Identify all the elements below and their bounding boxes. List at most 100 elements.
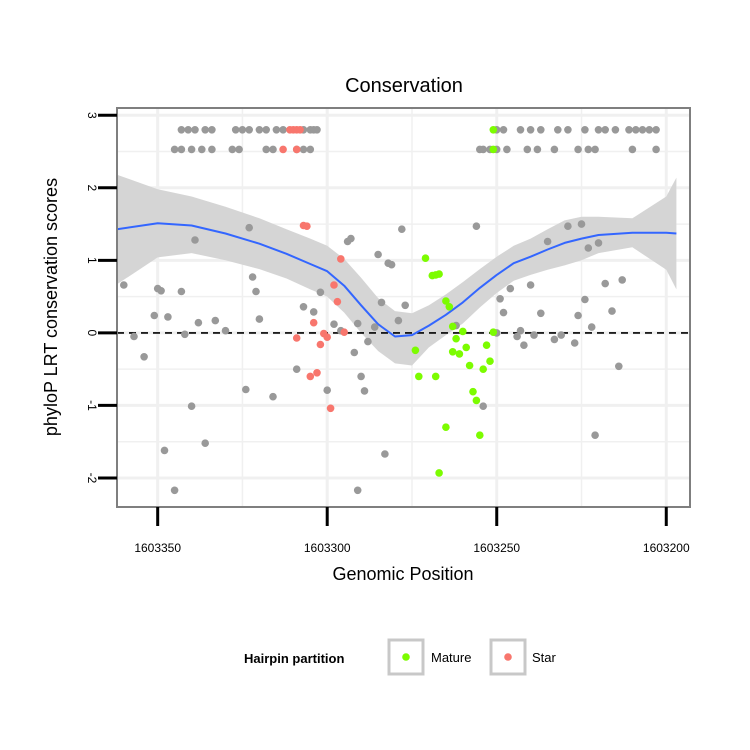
data-point-other bbox=[245, 126, 253, 134]
data-point-other bbox=[381, 450, 389, 458]
data-point-mature bbox=[455, 350, 464, 358]
data-point-other bbox=[177, 287, 186, 296]
data-point-other bbox=[611, 126, 620, 134]
legend-item-mature: Mature bbox=[387, 638, 471, 676]
x-tick-label: 1603250 bbox=[473, 541, 520, 555]
data-point-other bbox=[262, 145, 271, 154]
data-point-mature bbox=[435, 270, 443, 278]
y-tick-label: 1 bbox=[85, 257, 99, 264]
data-point-other bbox=[357, 372, 365, 381]
data-point-other bbox=[269, 145, 277, 154]
data-point-other bbox=[557, 331, 565, 339]
data-point-other bbox=[292, 365, 301, 374]
data-point-other bbox=[306, 145, 315, 154]
data-point-other bbox=[198, 145, 206, 154]
data-point-other bbox=[645, 126, 654, 134]
legend-label-mature: Mature bbox=[431, 650, 471, 665]
legend: Hairpin partition Mature Star bbox=[244, 638, 557, 676]
y-tick-label: -1 bbox=[85, 400, 99, 411]
data-point-other bbox=[330, 320, 338, 329]
data-point-other bbox=[120, 281, 128, 289]
data-point-other bbox=[574, 311, 582, 320]
data-point-star bbox=[279, 145, 287, 154]
data-point-other bbox=[496, 295, 504, 303]
data-point-other bbox=[479, 402, 488, 411]
y-tick-label: 3 bbox=[85, 112, 99, 119]
data-point-other bbox=[248, 273, 257, 281]
data-point-other bbox=[309, 308, 318, 316]
data-point-mature bbox=[431, 372, 440, 381]
data-point-other bbox=[208, 145, 216, 154]
data-point-other bbox=[242, 385, 250, 394]
data-point-mature bbox=[452, 334, 460, 343]
data-point-other bbox=[201, 439, 209, 448]
data-point-mature bbox=[486, 357, 494, 366]
data-point-other bbox=[323, 386, 332, 395]
legend-item-star: Star bbox=[489, 638, 557, 676]
data-point-mature bbox=[421, 254, 430, 262]
y-tick-label: -2 bbox=[85, 473, 99, 484]
data-point-other bbox=[360, 387, 369, 395]
y-axis: -2 -1 0 1 2 3 bbox=[85, 112, 117, 484]
smooth-line-layer bbox=[116, 222, 677, 338]
data-point-mature bbox=[442, 297, 450, 305]
x-axis: 1603350 1603300 1603250 1603200 bbox=[134, 507, 690, 555]
data-point-other bbox=[187, 145, 196, 154]
data-point-other bbox=[262, 126, 271, 134]
data-point-other bbox=[394, 316, 403, 325]
y-tick-label: 2 bbox=[85, 184, 99, 191]
x-tick-label: 1603200 bbox=[643, 541, 690, 555]
data-point-star bbox=[309, 318, 318, 327]
data-point-other bbox=[201, 126, 209, 134]
data-point-star bbox=[330, 281, 338, 289]
x-tick-label: 1603300 bbox=[304, 541, 351, 555]
data-point-other bbox=[221, 326, 230, 335]
data-point-other bbox=[157, 287, 165, 295]
legend-title: Hairpin partition bbox=[244, 651, 344, 666]
data-point-mature bbox=[489, 145, 498, 154]
data-point-other bbox=[279, 126, 287, 134]
data-point-mature bbox=[445, 303, 454, 311]
data-point-other bbox=[170, 145, 179, 154]
data-point-other bbox=[211, 316, 220, 325]
data-point-other bbox=[513, 332, 521, 341]
points-layer bbox=[120, 126, 660, 495]
data-point-other bbox=[526, 281, 535, 289]
data-point-other bbox=[208, 126, 216, 134]
data-point-other bbox=[235, 145, 243, 154]
data-point-other bbox=[353, 319, 362, 328]
data-point-other bbox=[353, 486, 362, 495]
data-point-other bbox=[472, 222, 481, 230]
data-point-other bbox=[255, 126, 264, 134]
data-point-other bbox=[269, 392, 277, 401]
data-point-other bbox=[526, 126, 535, 134]
plot-border bbox=[116, 107, 691, 508]
data-point-other bbox=[506, 284, 515, 293]
legend-marker-mature bbox=[402, 653, 410, 661]
data-point-other bbox=[574, 145, 582, 154]
data-point-other bbox=[479, 145, 488, 154]
data-point-star bbox=[326, 404, 335, 413]
data-point-other bbox=[347, 234, 355, 243]
data-point-mature bbox=[442, 423, 450, 432]
data-point-other bbox=[584, 244, 593, 252]
data-point-other bbox=[370, 323, 379, 331]
confidence-band bbox=[117, 174, 677, 366]
y-axis-title: phyloP LRT conservation scores bbox=[41, 178, 61, 436]
data-point-star bbox=[292, 145, 301, 154]
data-point-other bbox=[499, 308, 508, 317]
data-point-other bbox=[594, 239, 603, 247]
data-point-mature bbox=[479, 365, 488, 374]
data-point-other bbox=[550, 335, 559, 344]
data-point-other bbox=[140, 353, 148, 361]
data-point-mature bbox=[489, 126, 498, 134]
data-point-other bbox=[530, 331, 538, 339]
data-point-other bbox=[615, 362, 623, 371]
data-point-other bbox=[601, 126, 609, 134]
data-point-other bbox=[164, 313, 172, 321]
data-point-other bbox=[160, 446, 169, 455]
data-point-other bbox=[272, 126, 281, 134]
legend-marker-star bbox=[504, 653, 512, 661]
data-point-other bbox=[581, 126, 589, 134]
data-point-other bbox=[238, 126, 247, 134]
